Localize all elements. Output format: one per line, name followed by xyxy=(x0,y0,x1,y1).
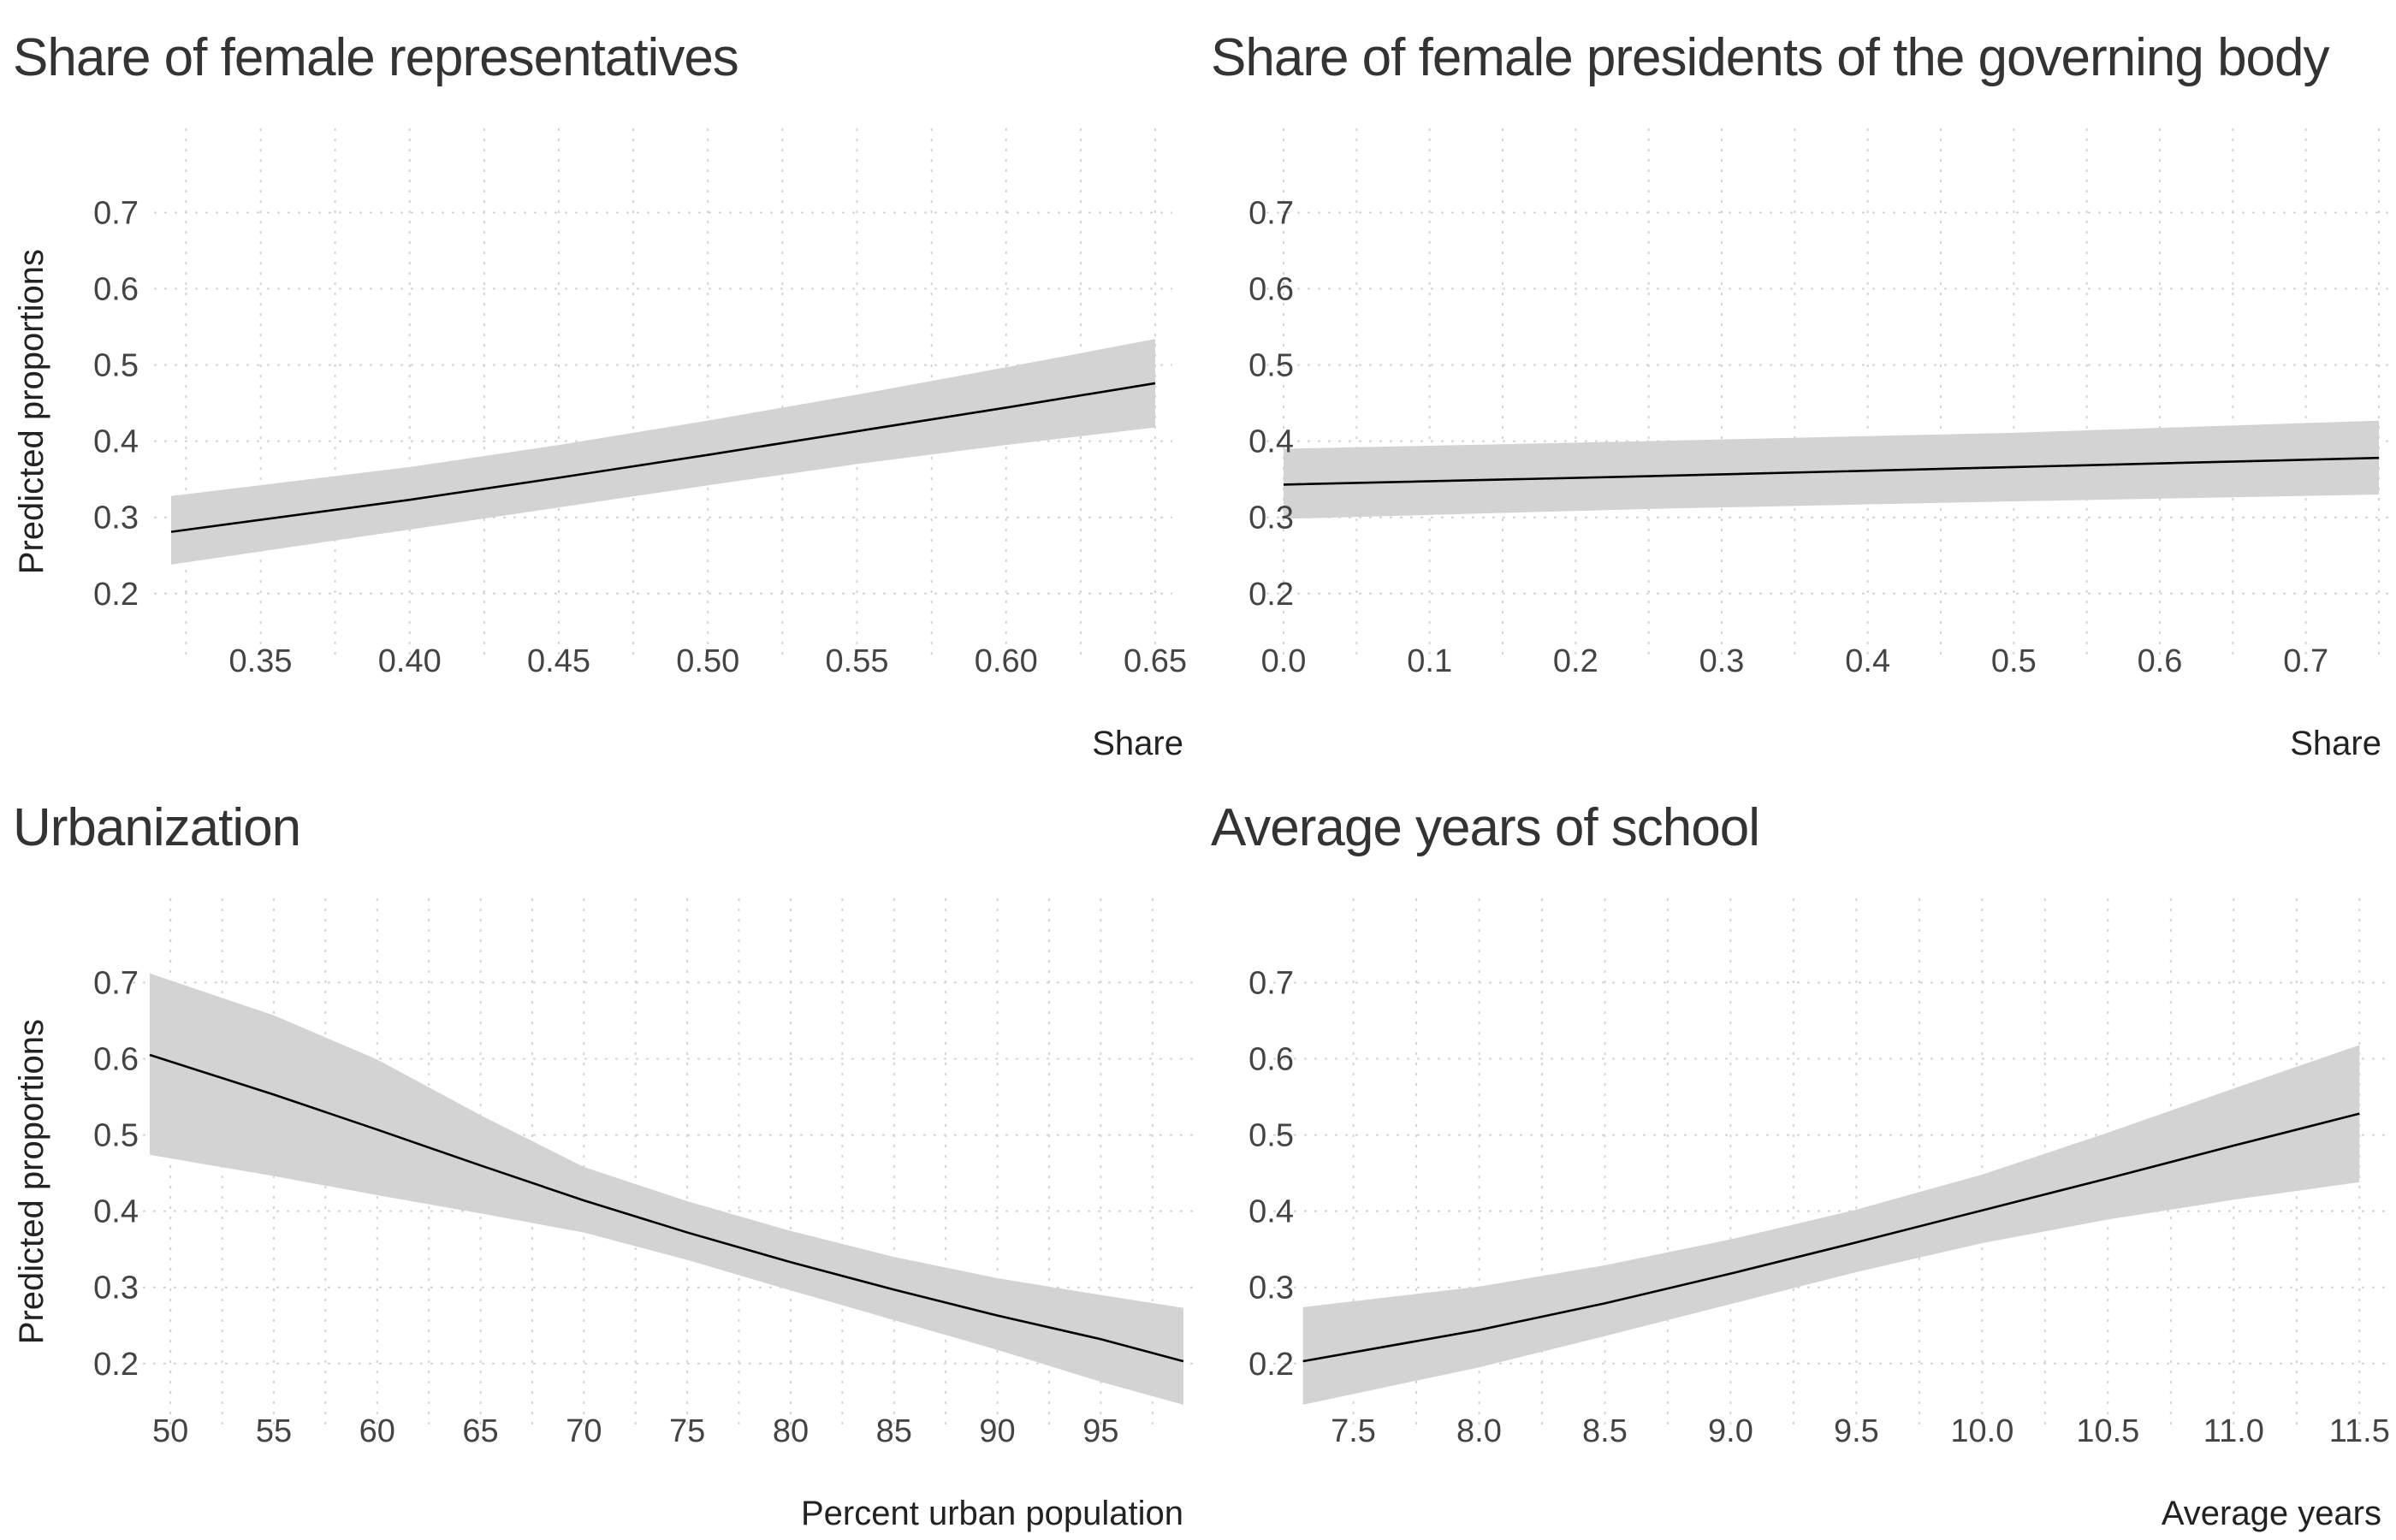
x-tick-label: 85 xyxy=(876,1413,912,1449)
x-tick-label: 0.3 xyxy=(1699,643,1745,679)
y-tick-label: 0.6 xyxy=(1248,272,1294,308)
confidence-band xyxy=(1284,420,2379,519)
x-tick-label: 0.55 xyxy=(826,643,889,679)
panel-title: Share of female representatives xyxy=(13,28,738,87)
x-tick-label: 0.45 xyxy=(527,643,590,679)
x-tick-label: 8.5 xyxy=(1582,1413,1628,1449)
y-axis-label: Predicted proportions xyxy=(13,1019,50,1344)
y-tick-label: 0.5 xyxy=(1248,348,1294,384)
x-axis-label: Share xyxy=(2290,725,2381,762)
x-tick-label: 0.6 xyxy=(2138,643,2183,679)
y-tick-label: 0.3 xyxy=(1248,500,1294,536)
y-tick-label: 0.3 xyxy=(1248,1270,1294,1306)
y-tick-label: 0.6 xyxy=(93,272,139,308)
x-tick-label: 7.5 xyxy=(1331,1413,1376,1449)
x-tick-label: 0.7 xyxy=(2283,643,2328,679)
x-tick-label: 0.1 xyxy=(1407,643,1452,679)
chart-svg: Average years of school 0.2 0.3 0.4 0.5 0.6 0.… xyxy=(1211,798,2390,1532)
x-tick-label: 0.60 xyxy=(975,643,1038,679)
x-tick-label: 90 xyxy=(979,1413,1015,1449)
x-tick-label: 11.5 xyxy=(2329,1413,2390,1449)
y-tick-label: 0.5 xyxy=(93,1118,139,1154)
x-tick-label: 0.0 xyxy=(1261,643,1307,679)
prediction-line xyxy=(1302,1112,2360,1363)
y-tick-label: 0.4 xyxy=(93,1194,139,1230)
x-tick-label: 65 xyxy=(462,1413,498,1449)
x-tick-label: 75 xyxy=(669,1413,705,1449)
chart-panel-female-presidents: Share of female presidents of the govern… xyxy=(1198,0,2396,770)
x-tick-label: 80 xyxy=(773,1413,809,1449)
x-axis-label: Share xyxy=(1092,725,1183,762)
x-tick-label: 55 xyxy=(256,1413,292,1449)
y-tick-label: 0.6 xyxy=(93,1042,139,1078)
x-axis-label: Average years xyxy=(2162,1495,2381,1532)
chart-panel-school-years: Average years of school 0.2 0.3 0.4 0.5 0.6 0.… xyxy=(1198,770,2396,1540)
chart-svg: Share of female presidents of the govern… xyxy=(1211,28,2396,762)
confidence-band xyxy=(171,339,1155,565)
y-tick-label: 0.2 xyxy=(1248,577,1294,613)
chart-panel-female-representatives: Share of female representatives 0.2 0.3 0.4… xyxy=(0,0,1198,770)
chart-panel-urbanization: Urbanization 0.2 0.3 0.4 0.5 0.6 0.7 50 55 60 65 70… xyxy=(0,770,1201,1540)
y-tick-label: 0.6 xyxy=(1248,1042,1294,1078)
x-tick-label: 11.0 xyxy=(2203,1413,2264,1449)
y-tick-label: 0.2 xyxy=(93,577,139,613)
x-tick-label: 9.0 xyxy=(1708,1413,1753,1449)
chart-svg: Share of female representatives 0.2 0.3 0.4… xyxy=(13,28,1187,762)
panel-title: Average years of school xyxy=(1211,798,1759,857)
x-tick-label: 0.4 xyxy=(1845,643,1890,679)
x-tick-label: 0.2 xyxy=(1553,643,1598,679)
y-tick-label: 0.2 xyxy=(93,1347,139,1383)
y-tick-label: 0.5 xyxy=(93,348,139,384)
x-tick-label: 70 xyxy=(566,1413,602,1449)
y-tick-label: 0.2 xyxy=(1248,1347,1294,1383)
panel-title: Urbanization xyxy=(13,798,300,857)
confidence-band xyxy=(1302,1045,2360,1405)
y-tick-label: 0.3 xyxy=(93,500,139,536)
x-tick-label: 0.35 xyxy=(229,643,293,679)
y-tick-label: 0.4 xyxy=(1248,424,1294,460)
y-tick-label: 0.4 xyxy=(93,424,139,460)
y-tick-label: 0.5 xyxy=(1248,1118,1294,1154)
y-tick-label: 0.7 xyxy=(93,195,139,231)
x-axis-label: Percent urban population xyxy=(801,1495,1183,1532)
x-tick-label: 95 xyxy=(1082,1413,1118,1449)
x-tick-label: 8.0 xyxy=(1456,1413,1502,1449)
x-tick-label: 10.5 xyxy=(2076,1413,2139,1449)
x-tick-label: 50 xyxy=(152,1413,188,1449)
y-tick-label: 0.7 xyxy=(1248,965,1294,1001)
x-tick-label: 0.5 xyxy=(1991,643,2037,679)
y-tick-label: 0.3 xyxy=(93,1270,139,1306)
x-tick-label: 10.0 xyxy=(1950,1413,2013,1449)
y-axis-label: Predicted proportions xyxy=(13,249,50,574)
confidence-band xyxy=(150,973,1183,1405)
x-tick-label: 60 xyxy=(359,1413,395,1449)
x-tick-label: 0.50 xyxy=(676,643,739,679)
y-tick-label: 0.4 xyxy=(1248,1194,1294,1230)
prediction-line xyxy=(1283,456,2380,486)
prediction-line xyxy=(170,382,1156,533)
x-tick-label: 0.65 xyxy=(1124,643,1187,679)
x-tick-label: 9.5 xyxy=(1834,1413,1879,1449)
prediction-line xyxy=(149,1053,1184,1363)
x-tick-label: 0.40 xyxy=(378,643,442,679)
panel-title: Share of female presidents of the govern… xyxy=(1211,28,2330,87)
chart-svg: Urbanization 0.2 0.3 0.4 0.5 0.6 0.7 50 55 60 65 70… xyxy=(13,798,1201,1532)
y-tick-label: 0.7 xyxy=(1248,195,1294,231)
y-tick-label: 0.7 xyxy=(93,965,139,1001)
